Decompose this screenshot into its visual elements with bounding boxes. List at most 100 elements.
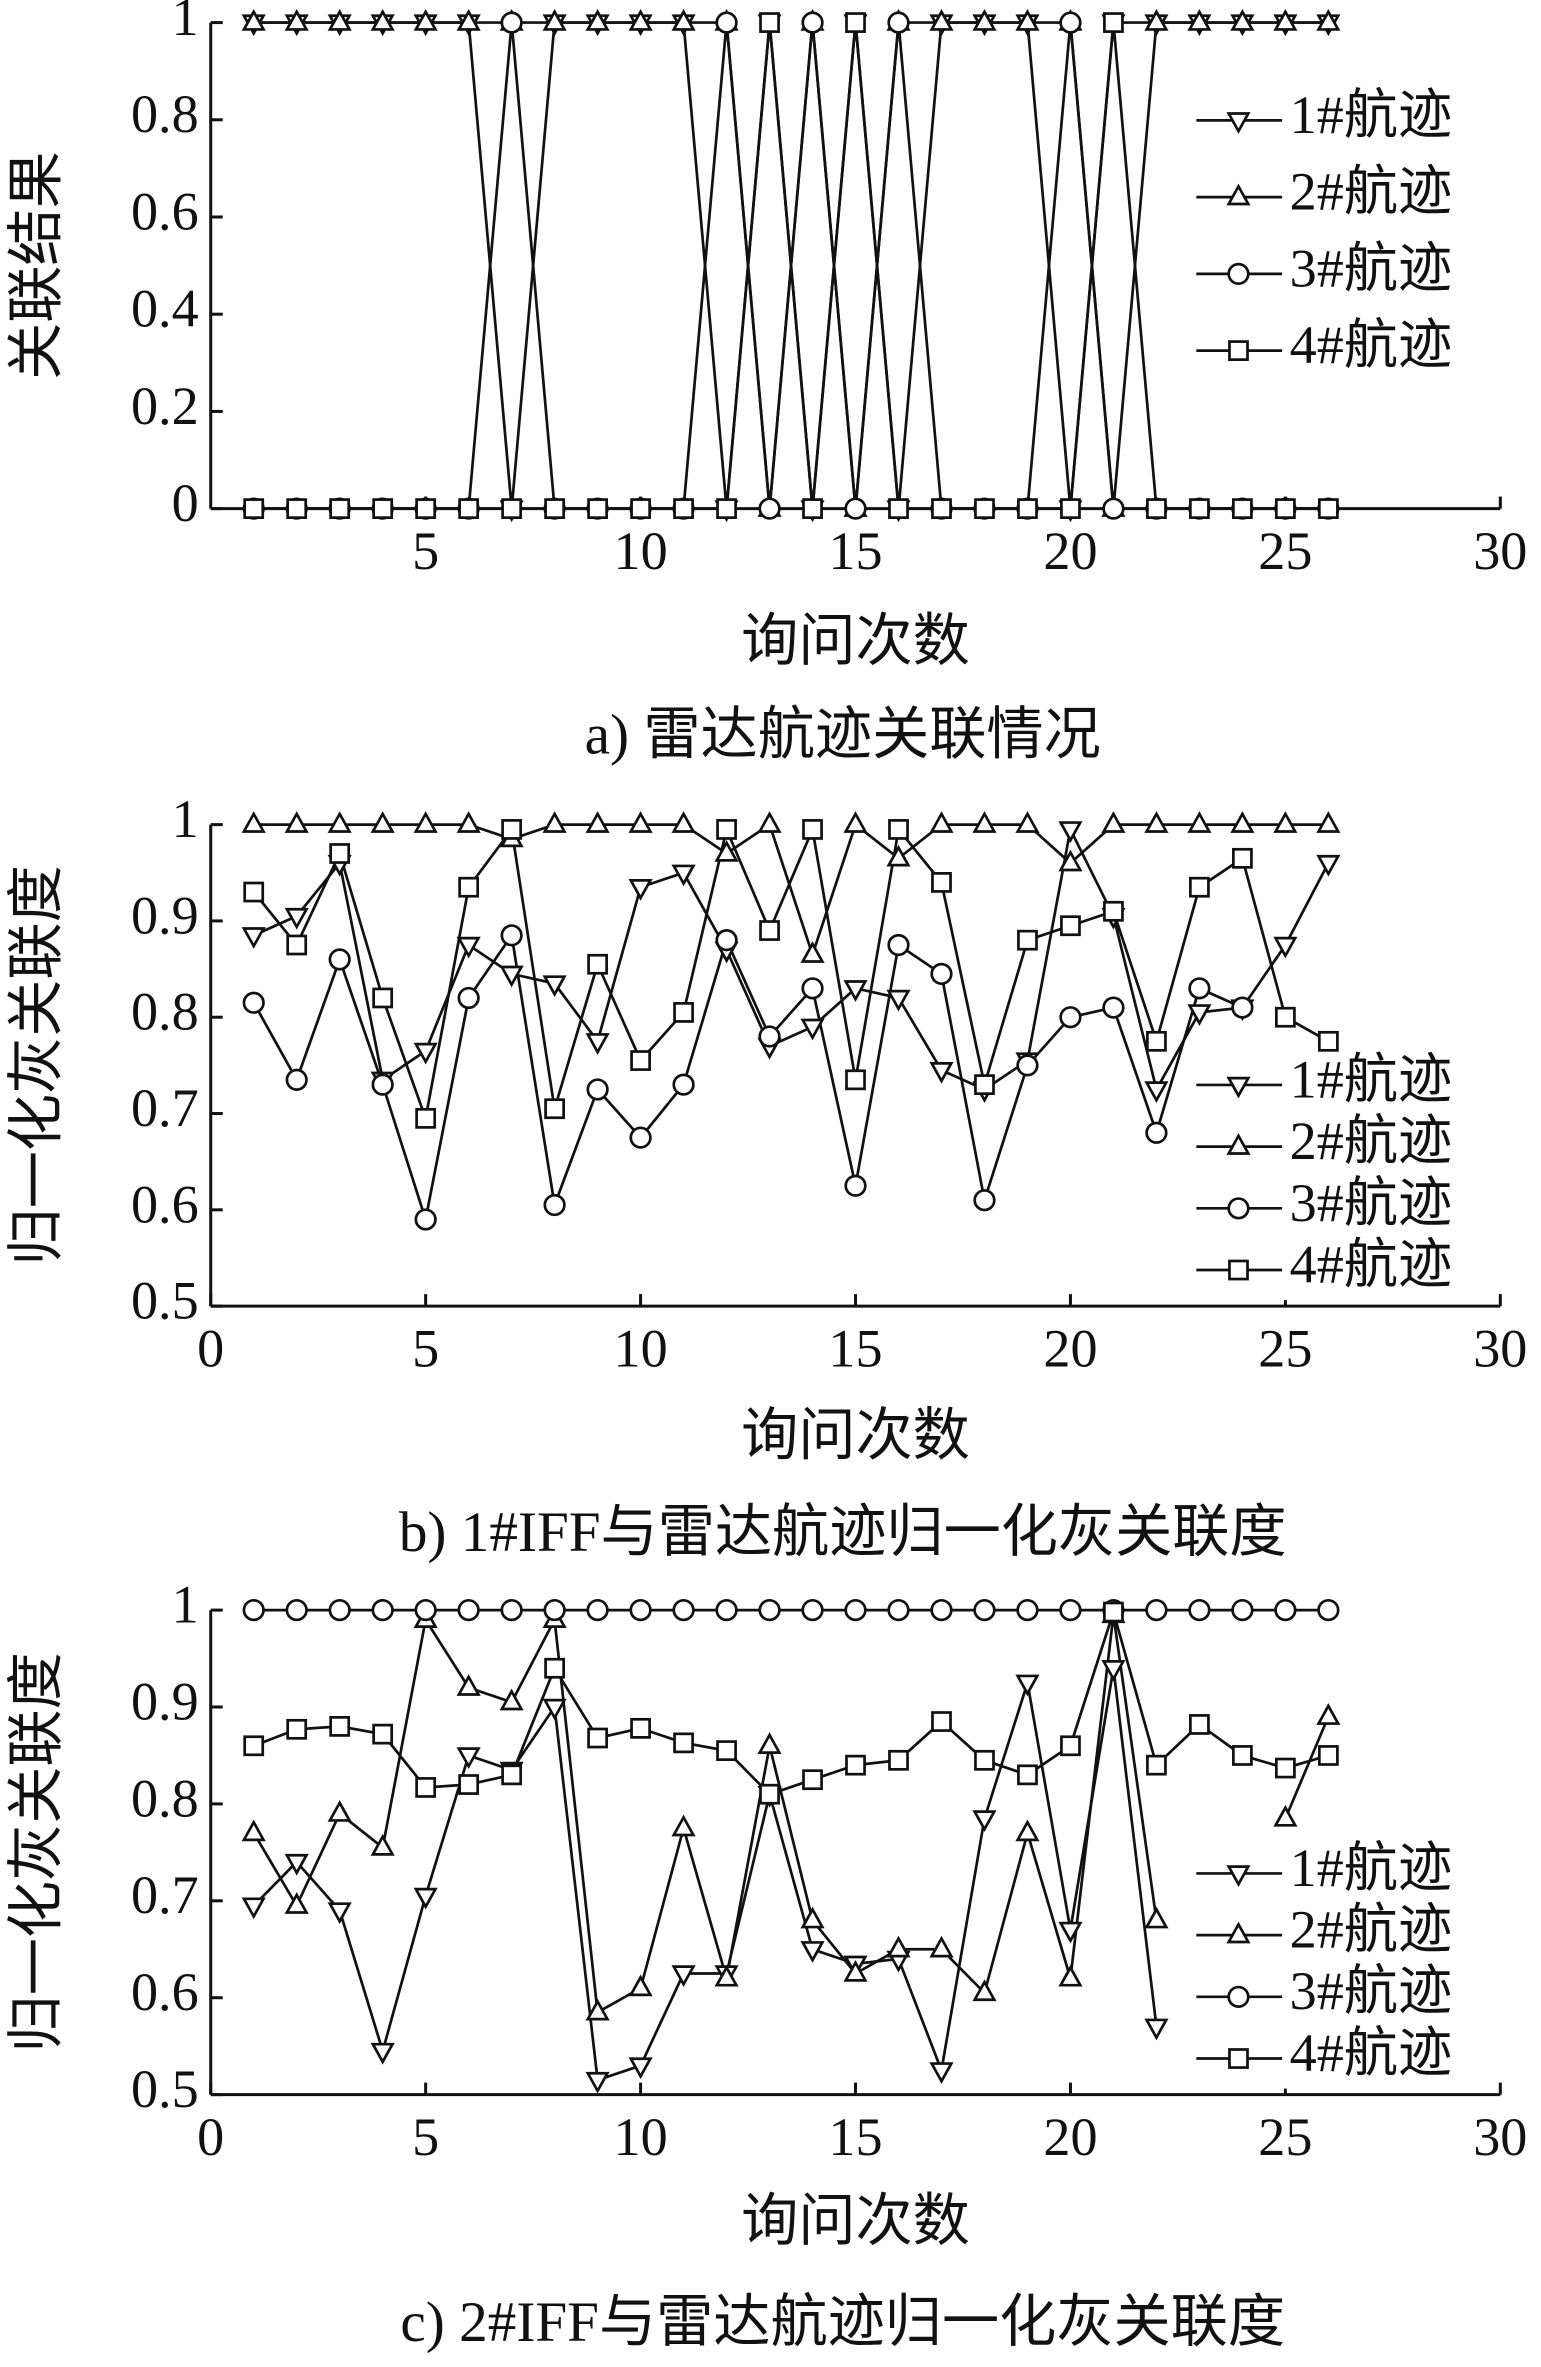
marker (1231, 996, 1254, 1019)
marker (1015, 1819, 1040, 1842)
marker (1144, 1906, 1169, 1929)
marker (1144, 2018, 1169, 2041)
marker (241, 9, 266, 31)
y-axis-label: 关联结果 (5, 151, 68, 380)
x-tick-label: 5 (412, 2107, 439, 2167)
marker (1232, 498, 1253, 519)
legend-background (1191, 1843, 1493, 2089)
marker (1102, 996, 1125, 1019)
marker (242, 1598, 265, 1622)
marker (543, 1598, 566, 1622)
marker (886, 1935, 911, 1958)
marker (1274, 1006, 1296, 1028)
marker (542, 811, 567, 833)
marker (286, 498, 308, 519)
x-tick-label: 10 (614, 1319, 668, 1379)
marker (413, 811, 438, 833)
marker (715, 929, 738, 952)
marker (972, 1810, 997, 1832)
marker (1101, 1660, 1126, 1682)
marker (972, 1979, 997, 2002)
marker (671, 811, 696, 833)
marker (800, 1018, 825, 1041)
marker (930, 962, 953, 986)
marker (370, 2042, 395, 2065)
marker (1059, 1006, 1082, 1029)
marker (585, 1998, 610, 2021)
marker (1015, 9, 1040, 31)
y-tick-label: 0.9 (131, 885, 199, 945)
x-tick-label: 20 (1043, 1319, 1097, 1379)
x-tick-label: 10 (614, 2107, 668, 2167)
marker (929, 1935, 954, 1958)
y-tick-label: 0.4 (131, 279, 199, 339)
marker (413, 1042, 438, 1065)
marker (672, 1598, 695, 1622)
marker (285, 1068, 308, 1091)
marker (802, 819, 823, 840)
marker (328, 1598, 351, 1622)
legend-label: 1#航迹 (1290, 1838, 1452, 1898)
marker (931, 1711, 952, 1732)
marker (673, 498, 694, 519)
marker (1144, 811, 1169, 833)
marker (845, 1069, 866, 1091)
x-tick-label: 25 (1258, 1319, 1312, 1379)
marker (629, 1126, 652, 1149)
marker (284, 1853, 309, 1876)
marker (542, 975, 567, 998)
marker (1189, 876, 1210, 898)
x-tick-label: 30 (1473, 1319, 1527, 1379)
marker (1317, 1030, 1339, 1052)
marker (844, 497, 867, 520)
marker (1231, 1598, 1254, 1622)
marker (370, 9, 395, 31)
marker (973, 1598, 996, 1622)
marker (587, 953, 608, 975)
marker (757, 1732, 782, 1754)
x-tick-label: 15 (828, 2107, 882, 2167)
marker (1145, 1598, 1168, 1622)
marker (241, 811, 266, 833)
marker (844, 1598, 867, 1622)
marker (888, 498, 909, 519)
x-tick-label: 0 (197, 2107, 224, 2167)
marker (802, 1769, 823, 1791)
marker (630, 1050, 651, 1071)
x-tick-label: 20 (1043, 2107, 1097, 2167)
marker (1230, 9, 1255, 31)
marker (413, 1887, 438, 1910)
marker (372, 1723, 394, 1745)
marker (1273, 936, 1298, 959)
marker (1274, 1598, 1297, 1622)
marker (671, 1965, 696, 1988)
marker (456, 9, 481, 31)
x-tick-label: 15 (828, 1319, 882, 1379)
marker (929, 2062, 954, 2084)
marker (887, 933, 910, 957)
marker (974, 1074, 995, 1096)
marker (1058, 821, 1083, 843)
marker (630, 498, 651, 519)
marker (585, 2071, 610, 2094)
marker (1060, 498, 1081, 519)
marker (1189, 1714, 1210, 1735)
marker (1058, 1921, 1083, 1944)
marker (759, 12, 780, 33)
marker (544, 1657, 565, 1679)
marker (886, 989, 911, 1012)
marker (456, 936, 481, 959)
series-line (252, 1667, 1158, 2082)
marker (370, 811, 395, 833)
marker (1058, 849, 1083, 872)
marker (973, 1189, 996, 1212)
marker (759, 1783, 780, 1805)
marker (242, 991, 265, 1014)
legend-label: 3#航迹 (1290, 238, 1452, 298)
marker (372, 498, 394, 519)
marker (585, 1033, 610, 1055)
legend-background (1191, 1054, 1493, 1301)
marker (714, 1964, 739, 1987)
marker (456, 1674, 481, 1696)
marker (800, 941, 825, 963)
